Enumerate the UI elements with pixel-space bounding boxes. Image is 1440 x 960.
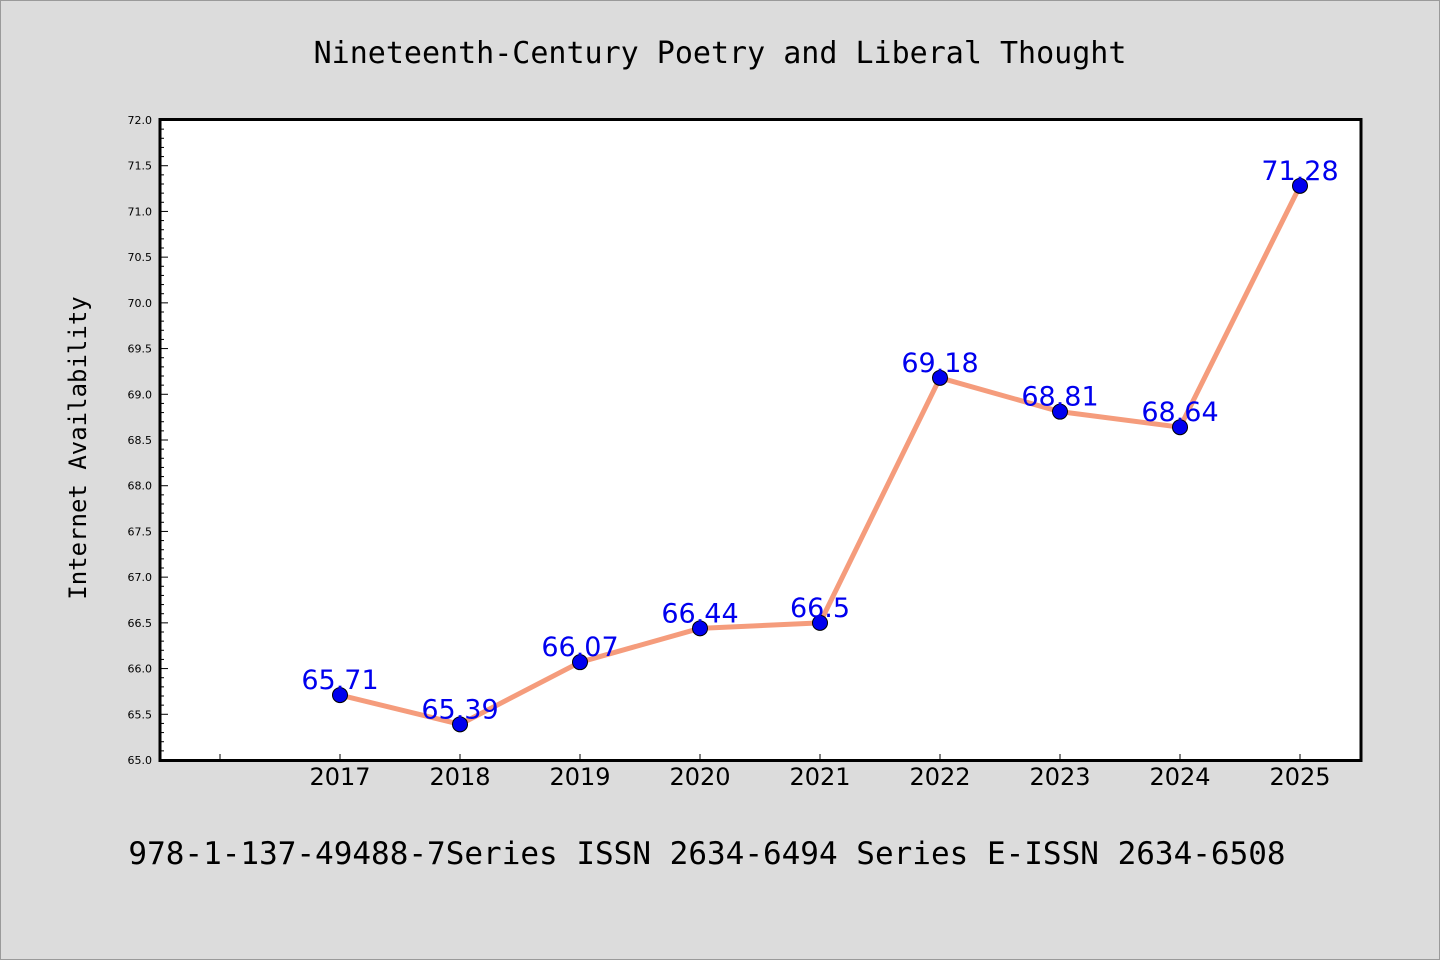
y-tick-label: 68.0 — [128, 480, 153, 493]
data-point — [692, 620, 708, 637]
y-tick-label: 71.5 — [128, 160, 153, 173]
data-label: 68.64 — [1141, 397, 1218, 428]
chart-title: Nineteenth-Century Poetry and Liberal Th… — [314, 36, 1127, 71]
data-label: 71.28 — [1261, 156, 1338, 187]
data-point — [932, 369, 948, 386]
data-label: 68.81 — [1021, 382, 1098, 413]
y-tick-label: 65.0 — [128, 754, 153, 767]
data-point — [1052, 403, 1068, 420]
y-tick-label: 68.5 — [128, 434, 153, 447]
y-tick-label: 72.0 — [128, 114, 153, 127]
y-tick-label: 70.5 — [128, 251, 153, 264]
y-tick-label: 70.0 — [128, 297, 153, 310]
x-tick-label: 2022 — [909, 763, 970, 791]
data-label: 65.71 — [301, 665, 378, 696]
x-tick-label: 2025 — [1269, 763, 1330, 791]
y-tick-label: 71.0 — [128, 205, 153, 218]
y-tick-label: 66.5 — [128, 617, 153, 630]
data-label: 66.44 — [661, 598, 738, 629]
data-point — [452, 716, 468, 733]
data-label: 65.39 — [421, 694, 498, 725]
data-label: 66.5 — [790, 593, 850, 624]
data-label: 66.07 — [541, 632, 618, 663]
x-tick-label: 2020 — [669, 763, 730, 791]
x-tick-label: 2024 — [1149, 763, 1210, 791]
x-tick-label: 2018 — [429, 763, 490, 791]
y-tick-label: 65.5 — [128, 708, 153, 721]
data-point — [1172, 419, 1188, 436]
data-point — [1292, 177, 1308, 194]
y-axis-label: Internet Availability — [64, 296, 92, 599]
plot-area — [158, 118, 1363, 762]
x-tick-label: 2023 — [1029, 763, 1090, 791]
y-tick-label: 69.5 — [128, 343, 153, 356]
data-point — [812, 614, 828, 631]
y-tick-label: 67.5 — [128, 525, 153, 538]
x-tick-label: 2021 — [789, 763, 850, 791]
x-tick-label: 2017 — [309, 763, 370, 791]
series-layer: 65.71 65.39 66.07 66.44 66.5 69.18 68.81 68.64 7… — [301, 156, 1339, 733]
data-label: 69.18 — [901, 348, 978, 379]
x-tick-label: 2019 — [549, 763, 610, 791]
footer-isbn-issn: 978-1-137-49488-7Series ISSN 2634-6494 S… — [128, 836, 1285, 872]
data-point — [572, 654, 588, 671]
y-tick-label: 66.0 — [128, 663, 153, 676]
y-tick-label: 69.0 — [128, 388, 153, 401]
x-axis-ticks: 2017 2018 2019 2020 2021 2022 2023 2024 2025 — [219, 754, 1331, 791]
data-point — [332, 687, 348, 704]
y-axis-ticks: 65.0 65.5 66.0 66.5 67.0 67.5 68.0 68.5 69.0 69.5… — [128, 114, 168, 767]
y-tick-label: 67.0 — [128, 571, 153, 584]
